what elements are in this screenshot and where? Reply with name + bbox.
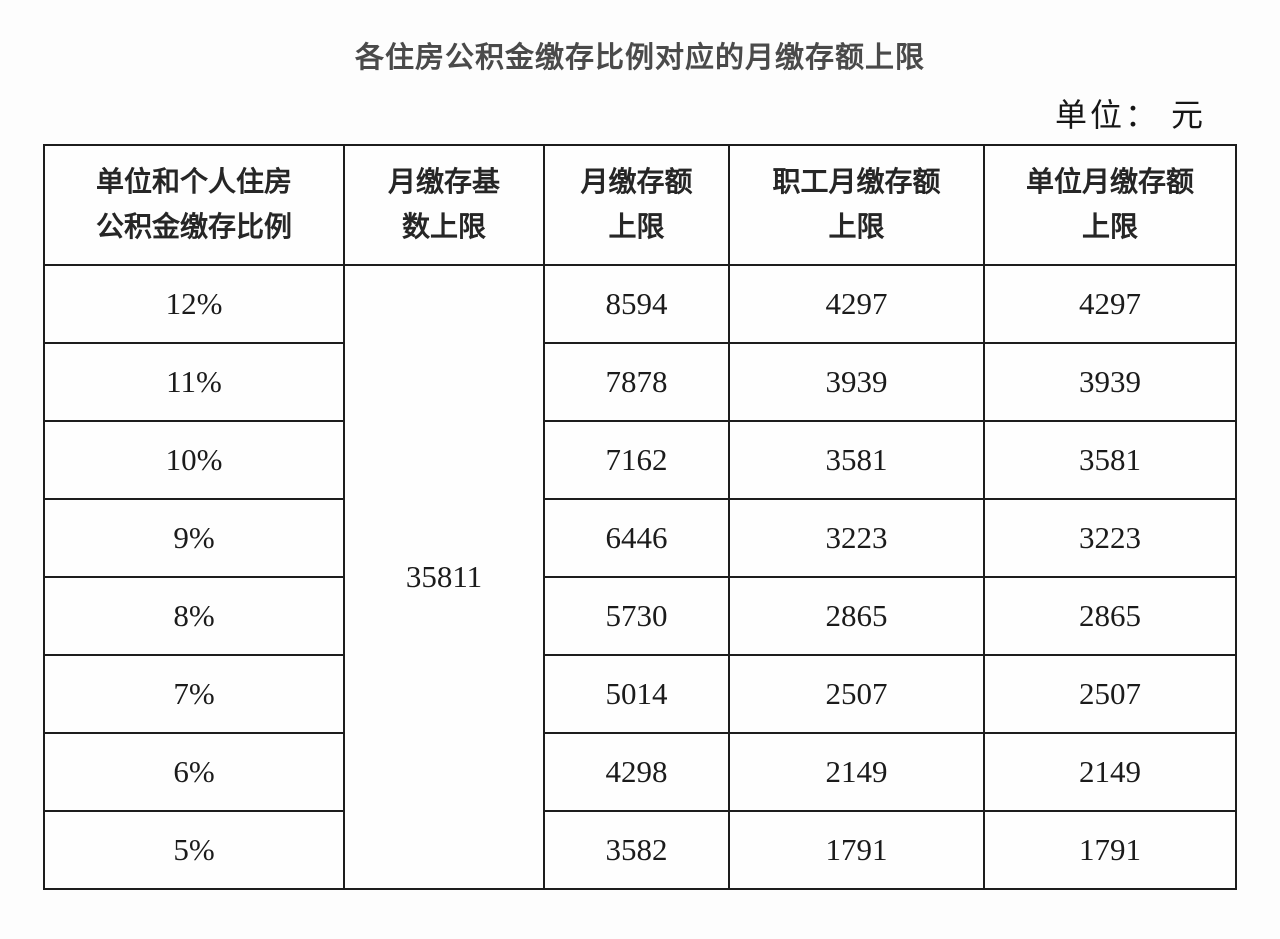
monthly-limit-cell: 6446 — [543, 498, 730, 578]
table-row: 6% 4298 2149 2149 — [43, 732, 1237, 812]
monthly-limit-cell: 7878 — [543, 342, 730, 422]
header-monthly-limit: 月缴存额 上限 — [543, 144, 730, 266]
header-employer-limit: 单位月缴存额 上限 — [983, 144, 1237, 266]
monthly-limit-cell: 3582 — [543, 810, 730, 890]
employee-limit-cell: 1791 — [728, 810, 985, 890]
monthly-limit-cell: 5730 — [543, 576, 730, 656]
employer-limit-cell: 3939 — [983, 342, 1237, 422]
monthly-limit-cell: 5014 — [543, 654, 730, 734]
ratio-cell: 11% — [43, 342, 345, 422]
employer-limit-cell: 3581 — [983, 420, 1237, 500]
employee-limit-cell: 3939 — [728, 342, 985, 422]
base-limit-cell: 35811 — [343, 264, 545, 890]
ratio-cell: 9% — [43, 498, 345, 578]
employee-limit-cell: 4297 — [728, 264, 985, 344]
employer-limit-cell: 2865 — [983, 576, 1237, 656]
table-row: 10% 7162 3581 3581 — [43, 420, 1237, 500]
ratio-cell: 6% — [43, 732, 345, 812]
unit-row: 单位： 元 — [44, 90, 1236, 136]
table-row: 5% 3582 1791 1791 — [43, 810, 1237, 890]
ratio-cell: 10% — [43, 420, 345, 500]
table-row: 8% 5730 2865 2865 — [43, 576, 1237, 656]
employer-limit-cell: 2149 — [983, 732, 1237, 812]
ratio-cell: 8% — [43, 576, 345, 656]
fund-limit-table: 单位和个人住房 公积金缴存比例 月缴存基 数上限 月缴存额 上限 职工月缴存额 … — [43, 144, 1237, 890]
employer-limit-cell: 3223 — [983, 498, 1237, 578]
page-title: 各住房公积金缴存比例对应的月缴存额上限 — [354, 42, 925, 74]
table-row: 11% 7878 3939 3939 — [43, 342, 1237, 422]
employee-limit-cell: 3581 — [728, 420, 985, 500]
employer-limit-cell: 4297 — [983, 264, 1237, 344]
header-employee-limit: 职工月缴存额 上限 — [728, 144, 985, 266]
monthly-limit-cell: 8594 — [543, 264, 730, 344]
ratio-cell: 12% — [43, 264, 345, 344]
monthly-limit-cell: 7162 — [543, 420, 730, 500]
header-base-limit: 月缴存基 数上限 — [343, 144, 545, 266]
ratio-cell: 7% — [43, 654, 345, 734]
employer-limit-cell: 1791 — [983, 810, 1237, 890]
monthly-limit-cell: 4298 — [543, 732, 730, 812]
table-row: 7% 5014 2507 2507 — [43, 654, 1237, 734]
employee-limit-cell: 3223 — [728, 498, 985, 578]
header-ratio: 单位和个人住房 公积金缴存比例 — [43, 144, 345, 266]
employee-limit-cell: 2865 — [728, 576, 985, 656]
employer-limit-cell: 2507 — [983, 654, 1237, 734]
ratio-cell: 5% — [43, 810, 345, 890]
header-row: 单位和个人住房 公积金缴存比例 月缴存基 数上限 月缴存额 上限 职工月缴存额 … — [43, 144, 1237, 266]
table-row: 12% 35811 8594 4297 4297 — [43, 264, 1237, 890]
employee-limit-cell: 2507 — [728, 654, 985, 734]
table-row: 9% 6446 3223 3223 — [43, 498, 1237, 578]
unit-label: 单位： 元 — [1054, 97, 1206, 133]
employee-limit-cell: 2149 — [728, 732, 985, 812]
